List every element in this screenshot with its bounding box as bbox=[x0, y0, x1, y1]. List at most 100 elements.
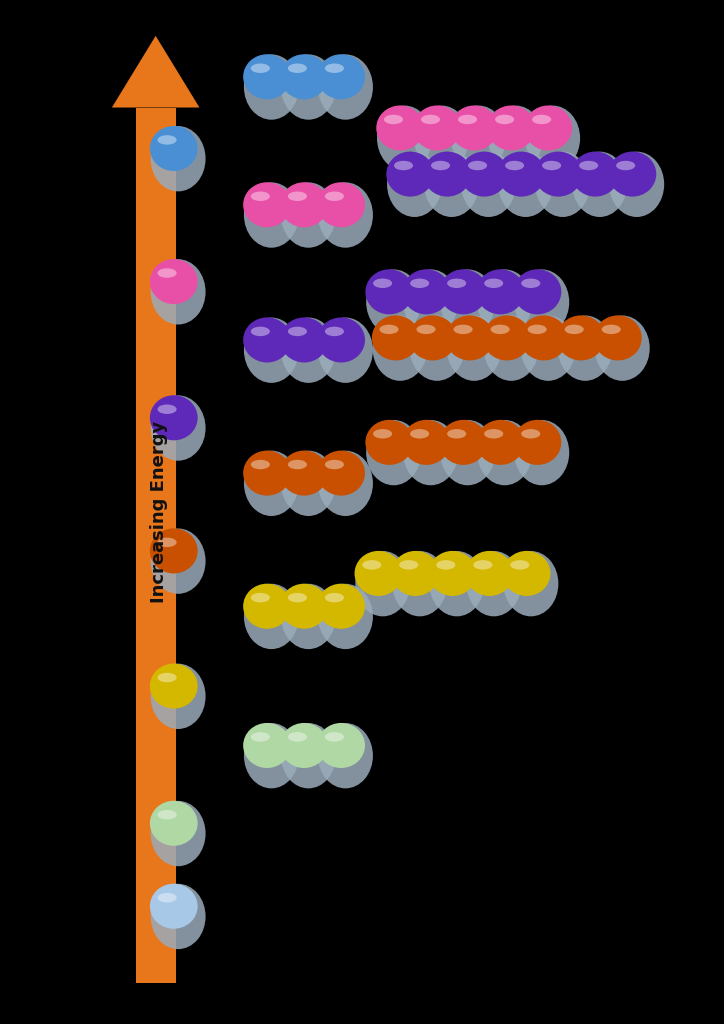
Ellipse shape bbox=[416, 325, 436, 334]
Ellipse shape bbox=[288, 593, 307, 602]
Ellipse shape bbox=[424, 152, 471, 197]
Ellipse shape bbox=[409, 315, 457, 360]
Ellipse shape bbox=[243, 182, 291, 227]
Ellipse shape bbox=[244, 723, 299, 788]
Ellipse shape bbox=[280, 182, 328, 227]
Ellipse shape bbox=[325, 327, 344, 336]
Ellipse shape bbox=[572, 152, 627, 217]
Ellipse shape bbox=[488, 105, 543, 171]
Ellipse shape bbox=[410, 429, 429, 438]
Ellipse shape bbox=[521, 429, 540, 438]
Ellipse shape bbox=[366, 420, 413, 465]
Ellipse shape bbox=[431, 161, 450, 170]
Ellipse shape bbox=[151, 664, 206, 729]
Ellipse shape bbox=[151, 884, 206, 949]
Ellipse shape bbox=[387, 152, 434, 197]
Ellipse shape bbox=[421, 115, 440, 124]
Ellipse shape bbox=[534, 152, 582, 197]
Ellipse shape bbox=[521, 279, 540, 288]
Ellipse shape bbox=[281, 451, 336, 516]
Ellipse shape bbox=[491, 325, 510, 334]
Ellipse shape bbox=[403, 269, 450, 314]
Ellipse shape bbox=[280, 317, 328, 362]
Ellipse shape bbox=[484, 429, 503, 438]
Ellipse shape bbox=[243, 451, 291, 496]
Ellipse shape bbox=[468, 161, 487, 170]
Ellipse shape bbox=[150, 528, 198, 573]
Ellipse shape bbox=[281, 317, 336, 383]
Ellipse shape bbox=[495, 115, 514, 124]
Ellipse shape bbox=[325, 191, 344, 201]
Ellipse shape bbox=[318, 723, 373, 788]
Ellipse shape bbox=[151, 801, 206, 866]
Ellipse shape bbox=[280, 723, 328, 768]
Ellipse shape bbox=[453, 325, 473, 334]
Ellipse shape bbox=[440, 269, 495, 335]
Ellipse shape bbox=[466, 551, 521, 616]
Ellipse shape bbox=[477, 269, 532, 335]
Ellipse shape bbox=[513, 269, 561, 314]
Ellipse shape bbox=[318, 182, 373, 248]
Ellipse shape bbox=[281, 54, 336, 120]
Ellipse shape bbox=[532, 115, 551, 124]
Ellipse shape bbox=[439, 420, 487, 465]
Ellipse shape bbox=[150, 664, 198, 709]
Ellipse shape bbox=[243, 584, 291, 629]
Ellipse shape bbox=[244, 182, 299, 248]
Ellipse shape bbox=[150, 801, 198, 846]
Ellipse shape bbox=[158, 404, 177, 414]
Polygon shape bbox=[111, 36, 200, 108]
Ellipse shape bbox=[399, 560, 418, 569]
Ellipse shape bbox=[325, 732, 344, 741]
Ellipse shape bbox=[280, 584, 328, 629]
Ellipse shape bbox=[158, 893, 177, 902]
Ellipse shape bbox=[473, 560, 492, 569]
Ellipse shape bbox=[447, 429, 466, 438]
Ellipse shape bbox=[251, 460, 270, 469]
Ellipse shape bbox=[251, 327, 270, 336]
Ellipse shape bbox=[542, 161, 561, 170]
Ellipse shape bbox=[447, 279, 466, 288]
Ellipse shape bbox=[317, 451, 365, 496]
Ellipse shape bbox=[513, 420, 561, 465]
Ellipse shape bbox=[447, 315, 502, 381]
Ellipse shape bbox=[413, 105, 461, 151]
Ellipse shape bbox=[251, 63, 270, 73]
Ellipse shape bbox=[317, 317, 365, 362]
Ellipse shape bbox=[521, 315, 576, 381]
Ellipse shape bbox=[280, 451, 328, 496]
Ellipse shape bbox=[317, 54, 365, 99]
Ellipse shape bbox=[571, 152, 619, 197]
Ellipse shape bbox=[535, 152, 590, 217]
Ellipse shape bbox=[243, 54, 291, 99]
Ellipse shape bbox=[410, 315, 465, 381]
Ellipse shape bbox=[424, 152, 479, 217]
Ellipse shape bbox=[366, 269, 421, 335]
Ellipse shape bbox=[158, 810, 177, 819]
Ellipse shape bbox=[355, 551, 411, 616]
Ellipse shape bbox=[251, 593, 270, 602]
Ellipse shape bbox=[150, 884, 198, 929]
Ellipse shape bbox=[288, 327, 307, 336]
Ellipse shape bbox=[476, 269, 524, 314]
Ellipse shape bbox=[318, 584, 373, 649]
Ellipse shape bbox=[243, 317, 291, 362]
Ellipse shape bbox=[150, 259, 198, 304]
Ellipse shape bbox=[151, 528, 206, 594]
Ellipse shape bbox=[317, 584, 365, 629]
Ellipse shape bbox=[280, 54, 328, 99]
Ellipse shape bbox=[498, 152, 553, 217]
Ellipse shape bbox=[440, 420, 495, 485]
Ellipse shape bbox=[150, 395, 198, 440]
Ellipse shape bbox=[602, 325, 620, 334]
Ellipse shape bbox=[325, 460, 344, 469]
Ellipse shape bbox=[451, 105, 506, 171]
Ellipse shape bbox=[281, 182, 336, 248]
Ellipse shape bbox=[325, 593, 344, 602]
Ellipse shape bbox=[151, 259, 206, 325]
Ellipse shape bbox=[158, 538, 177, 547]
Ellipse shape bbox=[524, 105, 572, 151]
Ellipse shape bbox=[379, 325, 399, 334]
Ellipse shape bbox=[484, 315, 539, 381]
Ellipse shape bbox=[437, 560, 455, 569]
